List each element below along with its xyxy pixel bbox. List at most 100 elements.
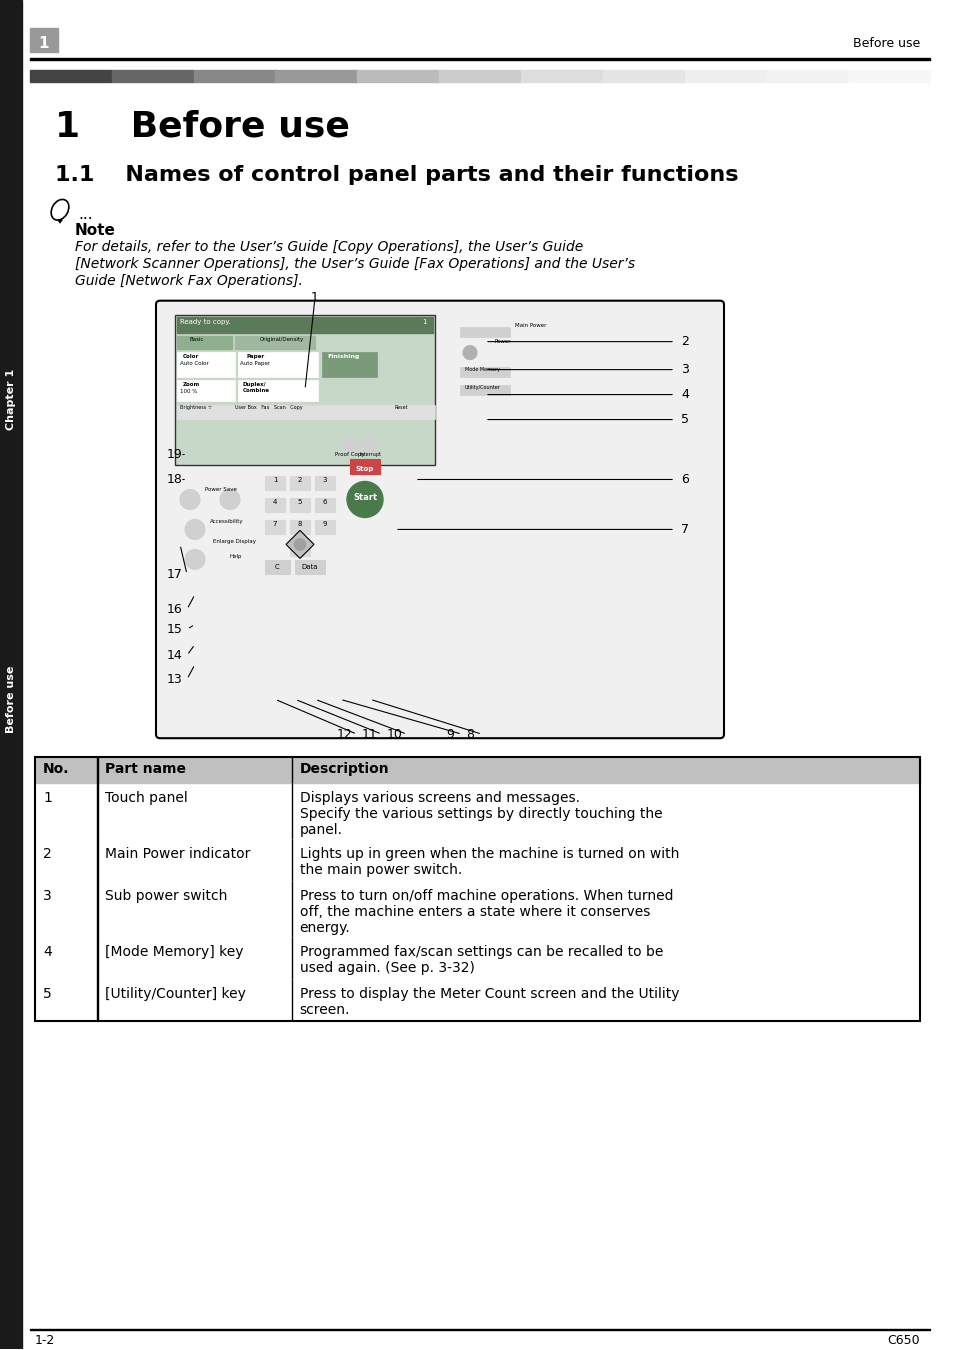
Text: [Mode Memory] key: [Mode Memory] key	[105, 945, 243, 958]
Bar	[350, 459, 379, 474]
Text: Paper: Paper	[247, 354, 265, 359]
Circle shape	[347, 482, 382, 517]
Text: Utility/Counter: Utility/Counter	[464, 385, 500, 390]
Bar	[356, 70, 439, 82]
Text: 7: 7	[680, 522, 688, 536]
Text: 11: 11	[362, 728, 377, 741]
Text: Help: Help	[230, 555, 242, 559]
Bar	[177, 351, 234, 377]
Bar	[35, 882, 919, 937]
Text: Brightness ☆: Brightness ☆	[180, 405, 212, 409]
Text: [Utility/Counter] key: [Utility/Counter] key	[105, 987, 246, 1000]
Bar	[684, 70, 766, 82]
Bar	[314, 498, 335, 513]
Text: Before use: Before use	[6, 666, 16, 733]
Text: 13: 13	[167, 672, 183, 686]
Bar	[290, 498, 310, 513]
Text: 18: 18	[167, 472, 183, 486]
Text: 4: 4	[680, 387, 688, 401]
Circle shape	[180, 490, 200, 509]
Text: C: C	[274, 564, 279, 571]
Text: 17: 17	[167, 568, 183, 580]
Text: Programmed fax/scan settings can be recalled to be: Programmed fax/scan settings can be reca…	[299, 945, 662, 958]
Text: Original/Density: Original/Density	[260, 336, 304, 342]
Bar	[520, 70, 602, 82]
Bar	[35, 783, 919, 840]
Text: used again. (See p. 3-32): used again. (See p. 3-32)	[299, 961, 474, 975]
Text: Description: Description	[299, 763, 389, 776]
Text: 100 %: 100 %	[180, 389, 197, 394]
Text: 19: 19	[167, 448, 183, 460]
Text: 0: 0	[297, 544, 302, 549]
Circle shape	[185, 549, 205, 570]
Text: Part name: Part name	[105, 763, 186, 776]
FancyBboxPatch shape	[156, 301, 723, 738]
Bar	[265, 521, 285, 535]
Text: Data: Data	[301, 564, 318, 571]
Bar	[30, 58, 929, 59]
Text: Main Power: Main Power	[515, 323, 546, 328]
Text: Touch panel: Touch panel	[105, 791, 188, 805]
Text: 3: 3	[43, 890, 51, 903]
Bar	[177, 317, 433, 332]
Text: 8: 8	[465, 728, 474, 741]
Text: Auto Paper: Auto Paper	[240, 360, 270, 366]
Text: 4: 4	[43, 945, 51, 958]
Text: Specify the various settings by directly touching the: Specify the various settings by directly…	[299, 807, 661, 821]
Text: Combine: Combine	[243, 387, 270, 393]
Text: energy.: energy.	[299, 921, 350, 936]
Bar	[0, 0, 22, 1349]
Text: For details, refer to the User’s Guide [Copy Operations], the User’s Guide: For details, refer to the User’s Guide […	[75, 240, 582, 254]
Text: Lights up in green when the machine is turned on with: Lights up in green when the machine is t…	[299, 846, 679, 861]
Bar	[35, 757, 919, 1021]
Text: 6: 6	[680, 472, 688, 486]
Bar	[602, 70, 684, 82]
Text: 15: 15	[167, 622, 183, 636]
Circle shape	[361, 436, 377, 452]
Bar	[459, 327, 510, 336]
Bar	[112, 70, 193, 82]
Bar	[265, 498, 285, 513]
Polygon shape	[286, 531, 314, 559]
Text: 9: 9	[446, 728, 454, 741]
Text: 3: 3	[322, 478, 327, 483]
Circle shape	[294, 539, 306, 551]
Text: ...: ...	[78, 207, 92, 221]
Text: 5: 5	[43, 987, 51, 1000]
Text: 1.1    Names of control panel parts and their functions: 1.1 Names of control panel parts and the…	[55, 165, 738, 185]
Text: 14: 14	[167, 649, 183, 662]
Bar	[177, 336, 232, 348]
Text: 1: 1	[43, 791, 51, 805]
Text: Zoom: Zoom	[183, 382, 200, 386]
Bar	[294, 560, 325, 574]
Text: 2: 2	[680, 335, 688, 348]
Text: the main power switch.: the main power switch.	[299, 863, 461, 878]
Text: Press to turn on/off machine operations. When turned: Press to turn on/off machine operations.…	[299, 890, 673, 903]
Text: Duplex/: Duplex/	[243, 382, 266, 386]
Text: [Network Scanner Operations], the User’s Guide [Fax Operations] and the User’s: [Network Scanner Operations], the User’s…	[75, 256, 635, 271]
Circle shape	[341, 436, 357, 452]
Bar	[290, 477, 310, 490]
Text: 8: 8	[297, 521, 302, 528]
Text: 10: 10	[387, 728, 402, 741]
Text: 6: 6	[322, 500, 327, 505]
Text: Interrupt: Interrupt	[359, 451, 381, 456]
Bar	[438, 70, 521, 82]
Text: Start: Start	[353, 493, 376, 502]
Polygon shape	[57, 220, 63, 224]
Text: 12: 12	[336, 728, 353, 741]
Bar	[265, 477, 285, 490]
Bar	[174, 315, 435, 464]
Bar	[30, 28, 58, 51]
Text: Auto Color: Auto Color	[180, 360, 209, 366]
Text: 2: 2	[297, 478, 302, 483]
Bar	[459, 367, 510, 377]
Text: panel.: panel.	[299, 824, 342, 837]
Bar	[290, 521, 310, 535]
Text: 1: 1	[39, 36, 50, 51]
Text: No.: No.	[43, 763, 70, 776]
Text: 4: 4	[273, 500, 277, 505]
Text: Color: Color	[183, 354, 199, 359]
Text: Enlarge Display: Enlarge Display	[213, 540, 255, 544]
Text: Guide [Network Fax Operations].: Guide [Network Fax Operations].	[75, 274, 302, 288]
